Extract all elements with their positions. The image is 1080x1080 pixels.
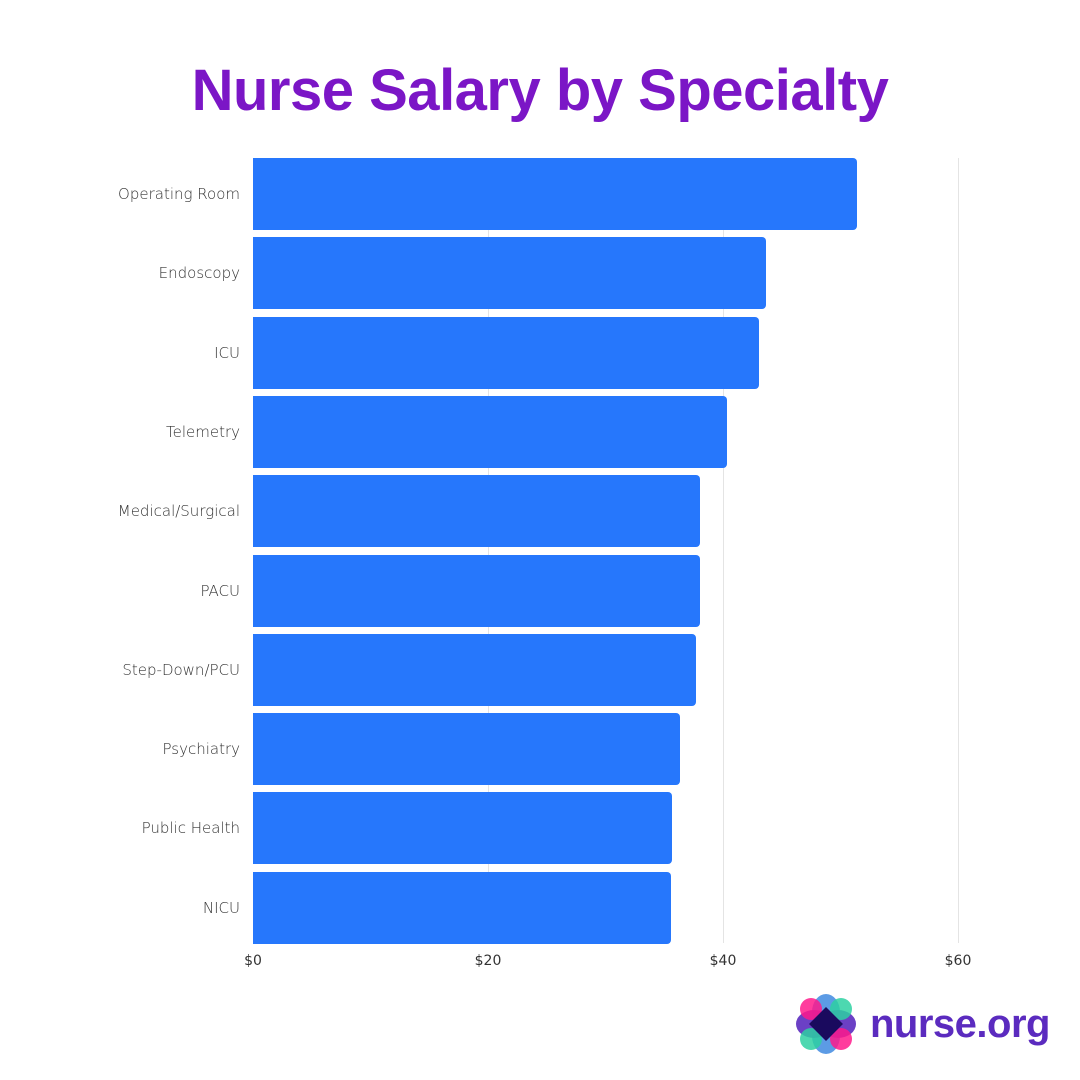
logo-text: nurse.org [870, 1001, 1050, 1046]
bar[interactable] [253, 158, 857, 230]
flower-logo-icon [796, 994, 856, 1054]
category-label: NICU [202, 898, 240, 917]
x-tick-label: $20 [474, 953, 502, 969]
category-label: PACU [200, 581, 240, 600]
category-label: Psychiatry [162, 740, 240, 759]
bar[interactable] [253, 633, 696, 706]
bar[interactable] [253, 237, 767, 310]
bar[interactable] [253, 475, 700, 548]
gridline [723, 158, 724, 943]
plot-area: Operating Room Endoscopy ICU Telemetry Medic… [118, 158, 959, 944]
category-label: Medical/Surgical [117, 502, 240, 521]
category-label: Step-Down/PCU [122, 660, 240, 679]
category-label: Telemetry [165, 422, 240, 441]
x-tick-label: $60 [944, 953, 972, 969]
x-tick-label: $40 [709, 953, 737, 969]
gridline [488, 158, 489, 943]
category-label: Endoscopy [158, 264, 240, 283]
bar[interactable] [253, 871, 672, 944]
gridline [958, 158, 959, 943]
x-tick-label: $0 [244, 953, 262, 969]
bar[interactable] [253, 395, 727, 468]
bar[interactable] [253, 316, 760, 389]
category-label: Operating Room [118, 185, 240, 203]
nurse-org-logo[interactable]: nurse.org [794, 992, 1050, 1056]
chart-title: Nurse Salary by Specialty [191, 58, 889, 123]
category-label: Public Health [141, 819, 240, 838]
category-label: ICU [214, 343, 240, 362]
bar[interactable] [253, 713, 680, 786]
bar[interactable] [253, 792, 673, 865]
bar[interactable] [253, 554, 700, 627]
